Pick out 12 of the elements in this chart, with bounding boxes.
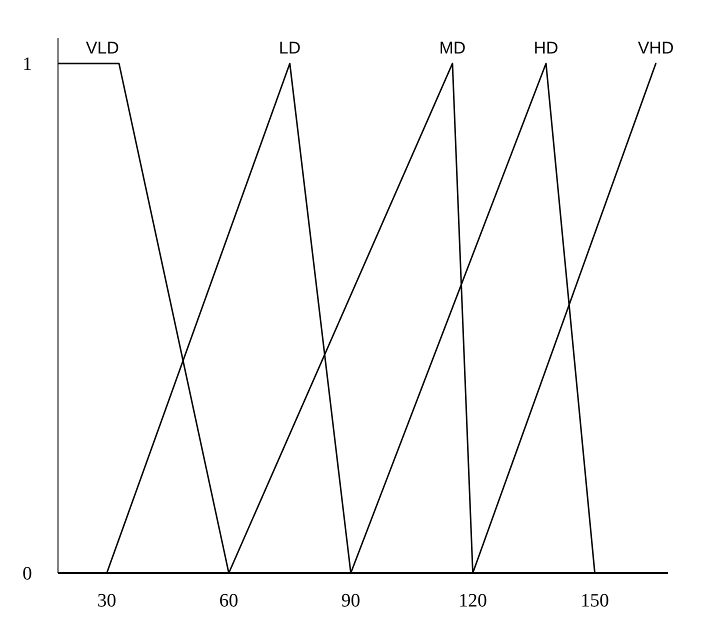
x-tick-label: 60 xyxy=(219,590,238,612)
y-tick-label: 1 xyxy=(22,54,32,76)
series-label: VHD xyxy=(638,38,674,58)
series-label: MD xyxy=(439,38,466,58)
series-label: LD xyxy=(278,38,301,58)
x-tick-label: 90 xyxy=(341,590,360,612)
x-tick-label: 30 xyxy=(97,590,116,612)
series-label: HD xyxy=(534,38,558,58)
x-tick-label: 150 xyxy=(580,590,610,612)
y-tick-label: 0 xyxy=(22,564,32,585)
x-tick-label: 120 xyxy=(458,590,488,612)
series-label: VLD xyxy=(86,38,119,58)
